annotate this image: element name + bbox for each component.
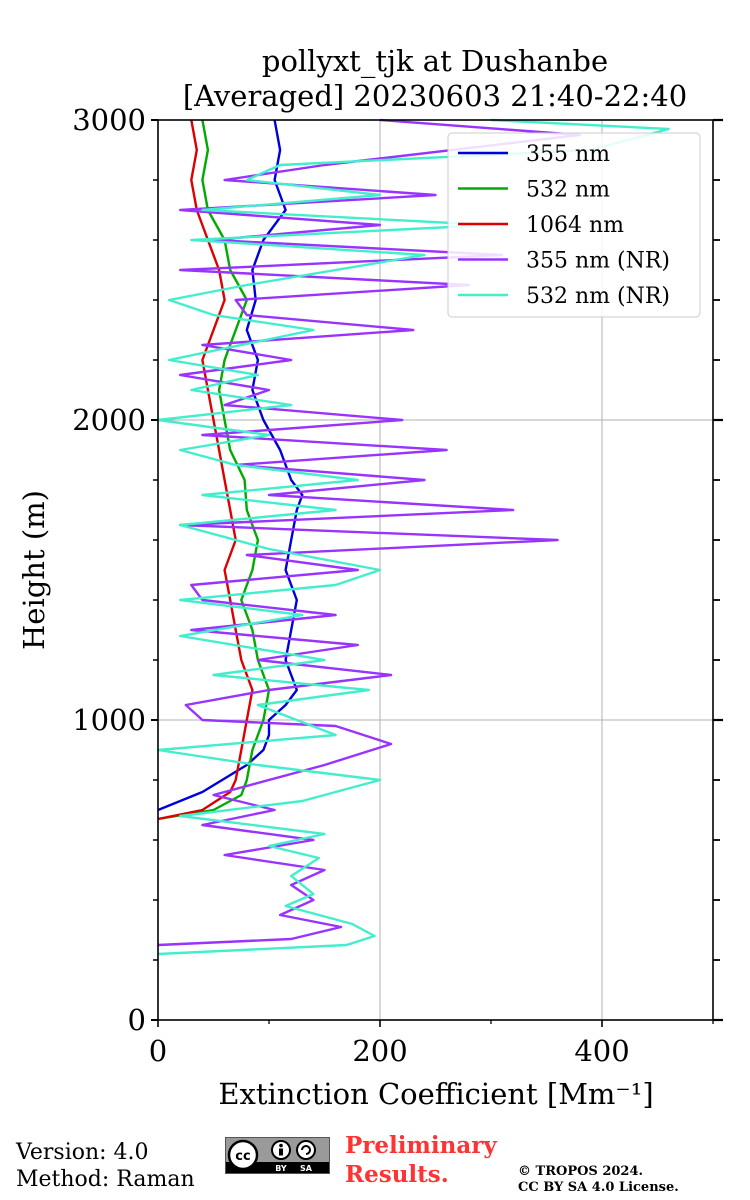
sa-icon [296,1140,316,1160]
copyright-line2: CC BY SA 4.0 License. [518,1180,679,1195]
series-line-3 [157,119,254,821]
x-tick-label: 400 [574,1034,629,1068]
series-line-2 [157,119,271,821]
method-text: Method: Raman [16,1167,195,1192]
legend-box [447,132,701,318]
version-text: Version: 4.0 [16,1140,149,1165]
x-axis-label: Extinction Coefficient [Mm⁻¹] [218,1077,653,1111]
legend-label-4: 355 nm (NR) [526,249,670,274]
cc-license-badge: cc BY SA [225,1137,330,1174]
ticks: 0 200 400 0 1000 2000 3000 [72,103,723,1068]
preliminary-results-note: Preliminary Results. [345,1131,497,1189]
copyright-note: © TROPOS 2024. CC BY SA 4.0 License. [518,1164,679,1196]
series-line-1 [157,119,304,812]
legend-label-1: 355 nm [526,142,610,167]
copyright-line1: © TROPOS 2024. [518,1164,644,1179]
svg-text:BY: BY [275,1164,287,1173]
series-layer [156,118,670,956]
chart-subtitle: [Averaged] 20230603 21:40-22:40 [183,79,687,113]
y-tick-label: 2000 [72,403,146,437]
legend-label-3: 1064 nm [526,213,624,238]
preliminary-line2: Results. [345,1161,449,1188]
series-line-5 [156,118,670,956]
svg-text:SA: SA [300,1164,313,1173]
series-line-4 [157,118,581,947]
cc-icon: cc [235,1149,250,1164]
extinction-chart: pollyxt_tjk at Dushanbe [Averaged] 20230… [17,44,723,1111]
preliminary-line1: Preliminary [345,1132,497,1159]
legend: 355 nm 532 nm 1064 nm 355 nm (NR) 532 nm (NR… [447,132,701,318]
x-tick-label: 0 [149,1034,167,1068]
y-tick-label: 0 [128,1003,146,1037]
chart-title: pollyxt_tjk at Dushanbe [262,44,608,79]
y-tick-label: 1000 [72,703,146,737]
legend-label-2: 532 nm [526,178,610,203]
y-axis-label: Height (m) [17,490,51,650]
y-tick-label: 3000 [72,103,146,137]
x-tick-label: 200 [352,1034,407,1068]
plot-frame [157,119,714,1021]
legend-label-5: 532 nm (NR) [526,284,670,309]
